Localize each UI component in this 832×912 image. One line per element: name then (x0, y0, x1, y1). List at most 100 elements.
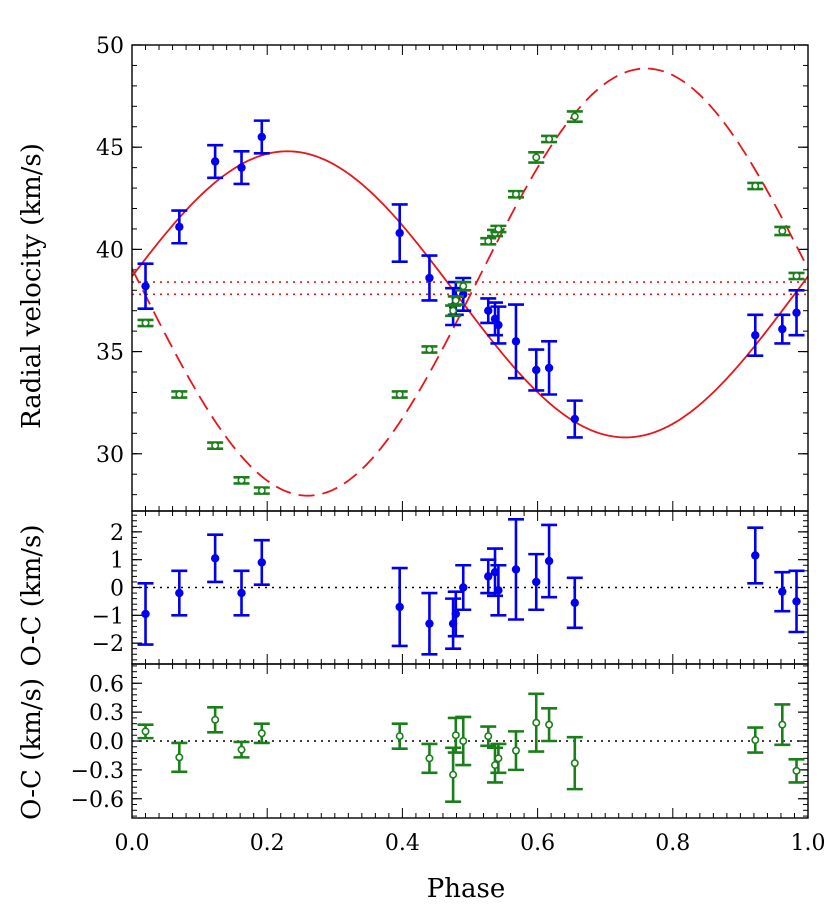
secondary-point (451, 731, 460, 740)
secondary-point (257, 486, 266, 495)
secondary-point (257, 729, 266, 738)
secondary-point (211, 441, 220, 450)
primary-point (494, 320, 503, 330)
secondary-point (459, 282, 468, 291)
y-tick-label: −0.3 (71, 759, 124, 784)
y-tick-label: 0.6 (89, 672, 124, 697)
x-tick-label: 0.8 (655, 831, 690, 856)
primary-orbit-curve (132, 150, 808, 439)
secondary-point (141, 318, 150, 327)
secondary-point (511, 746, 520, 755)
secondary-point (570, 112, 579, 121)
x-tick-label: 0.2 (250, 831, 285, 856)
y-tick-label: 35 (96, 341, 124, 366)
primary-point (532, 365, 541, 375)
secondary-point (484, 732, 493, 741)
primary-point (257, 558, 266, 567)
secondary-point (484, 237, 493, 246)
secondary-point (175, 753, 184, 762)
y-axis-title: O-C (km/s) (17, 678, 47, 820)
secondary-point (778, 720, 787, 729)
x-tick-label: 0.0 (115, 831, 150, 856)
primary-point (141, 281, 150, 291)
y-tick-label: 0 (110, 577, 124, 602)
y-tick-label: −1 (92, 604, 124, 629)
primary-point (237, 163, 246, 172)
primary-point (395, 602, 404, 612)
secondary-point (792, 766, 801, 775)
primary-point (175, 588, 184, 598)
primary-point (778, 587, 787, 596)
secondary-point (459, 736, 468, 745)
secondary-orbit-curve (132, 67, 808, 497)
primary-point (494, 586, 503, 595)
primary-point (257, 132, 266, 142)
secondary-point (237, 745, 246, 754)
primary-point (751, 551, 760, 560)
secondary-point (778, 226, 787, 235)
x-axis-title: Phase (427, 874, 505, 904)
plot-area (132, 692, 808, 803)
y-tick-label: 2 (110, 521, 124, 546)
y-tick-label: 30 (96, 443, 124, 468)
secondary-point (532, 718, 541, 727)
secondary-point (449, 306, 458, 315)
secondary-point (545, 135, 554, 144)
y-axis-title: Radial velocity (km/s) (17, 143, 47, 429)
primary-point (544, 363, 554, 373)
secondary-point (237, 476, 246, 485)
primary-series (137, 119, 805, 439)
x-tick-label: 1.0 (791, 831, 826, 856)
y-axis-title: O-C (km/s) (17, 524, 47, 666)
y-tick-label: 40 (96, 238, 124, 263)
y-tick-label: 0.3 (89, 701, 124, 726)
primary-point (395, 228, 404, 238)
y-tick-label: −2 (92, 632, 124, 657)
secondary-point (792, 271, 801, 280)
x-tick-label: 0.4 (385, 831, 420, 856)
secondary-point (751, 182, 760, 191)
primary-residuals-panel: 2 1 0−1 −2 O-C (km/s) (17, 510, 809, 667)
primary-point (425, 619, 434, 628)
secondary-point (425, 345, 434, 354)
primary-point (532, 577, 541, 587)
secondary-point (532, 153, 541, 162)
x-tick-labels: 0.0 0.2 0.4 0.6 0.8 1.0 (115, 831, 826, 856)
secondary-residuals-panel: 0.6 0.3 0.0 −0.3 −0.6 O-C (km/s) (17, 663, 809, 820)
y-tick-label: −0.6 (71, 788, 124, 813)
secondary-series (137, 692, 805, 803)
primary-point (141, 609, 150, 619)
x-tick-label: 0.6 (520, 831, 555, 856)
secondary-point (494, 224, 503, 233)
primary-point (210, 157, 220, 166)
secondary-point (395, 390, 404, 399)
primary-point (792, 308, 801, 317)
primary-point (544, 556, 554, 566)
primary-point (459, 583, 468, 592)
primary-point (570, 414, 579, 424)
radial-velocity-panel: 30 35 40 45 50 Radial velocity (km/s) (17, 34, 809, 512)
primary-point (511, 565, 521, 574)
secondary-point (211, 715, 220, 724)
secondary-point (751, 736, 760, 745)
primary-point (175, 222, 184, 232)
secondary-point (425, 754, 434, 763)
plot-area (132, 518, 808, 656)
primary-point (484, 572, 493, 581)
primary-series (137, 518, 805, 656)
secondary-series (137, 110, 805, 495)
primary-point (210, 554, 220, 563)
plot-area (132, 67, 808, 497)
primary-point (451, 609, 461, 619)
y-tick-label: 1 (110, 549, 124, 574)
secondary-point (451, 296, 460, 305)
primary-point (511, 337, 521, 346)
secondary-point (494, 754, 503, 763)
panel-frame (131, 663, 809, 819)
primary-point (425, 273, 434, 283)
y-tick-label: 50 (96, 34, 124, 59)
secondary-point (141, 727, 150, 736)
primary-point (570, 598, 579, 607)
primary-point (792, 597, 801, 606)
